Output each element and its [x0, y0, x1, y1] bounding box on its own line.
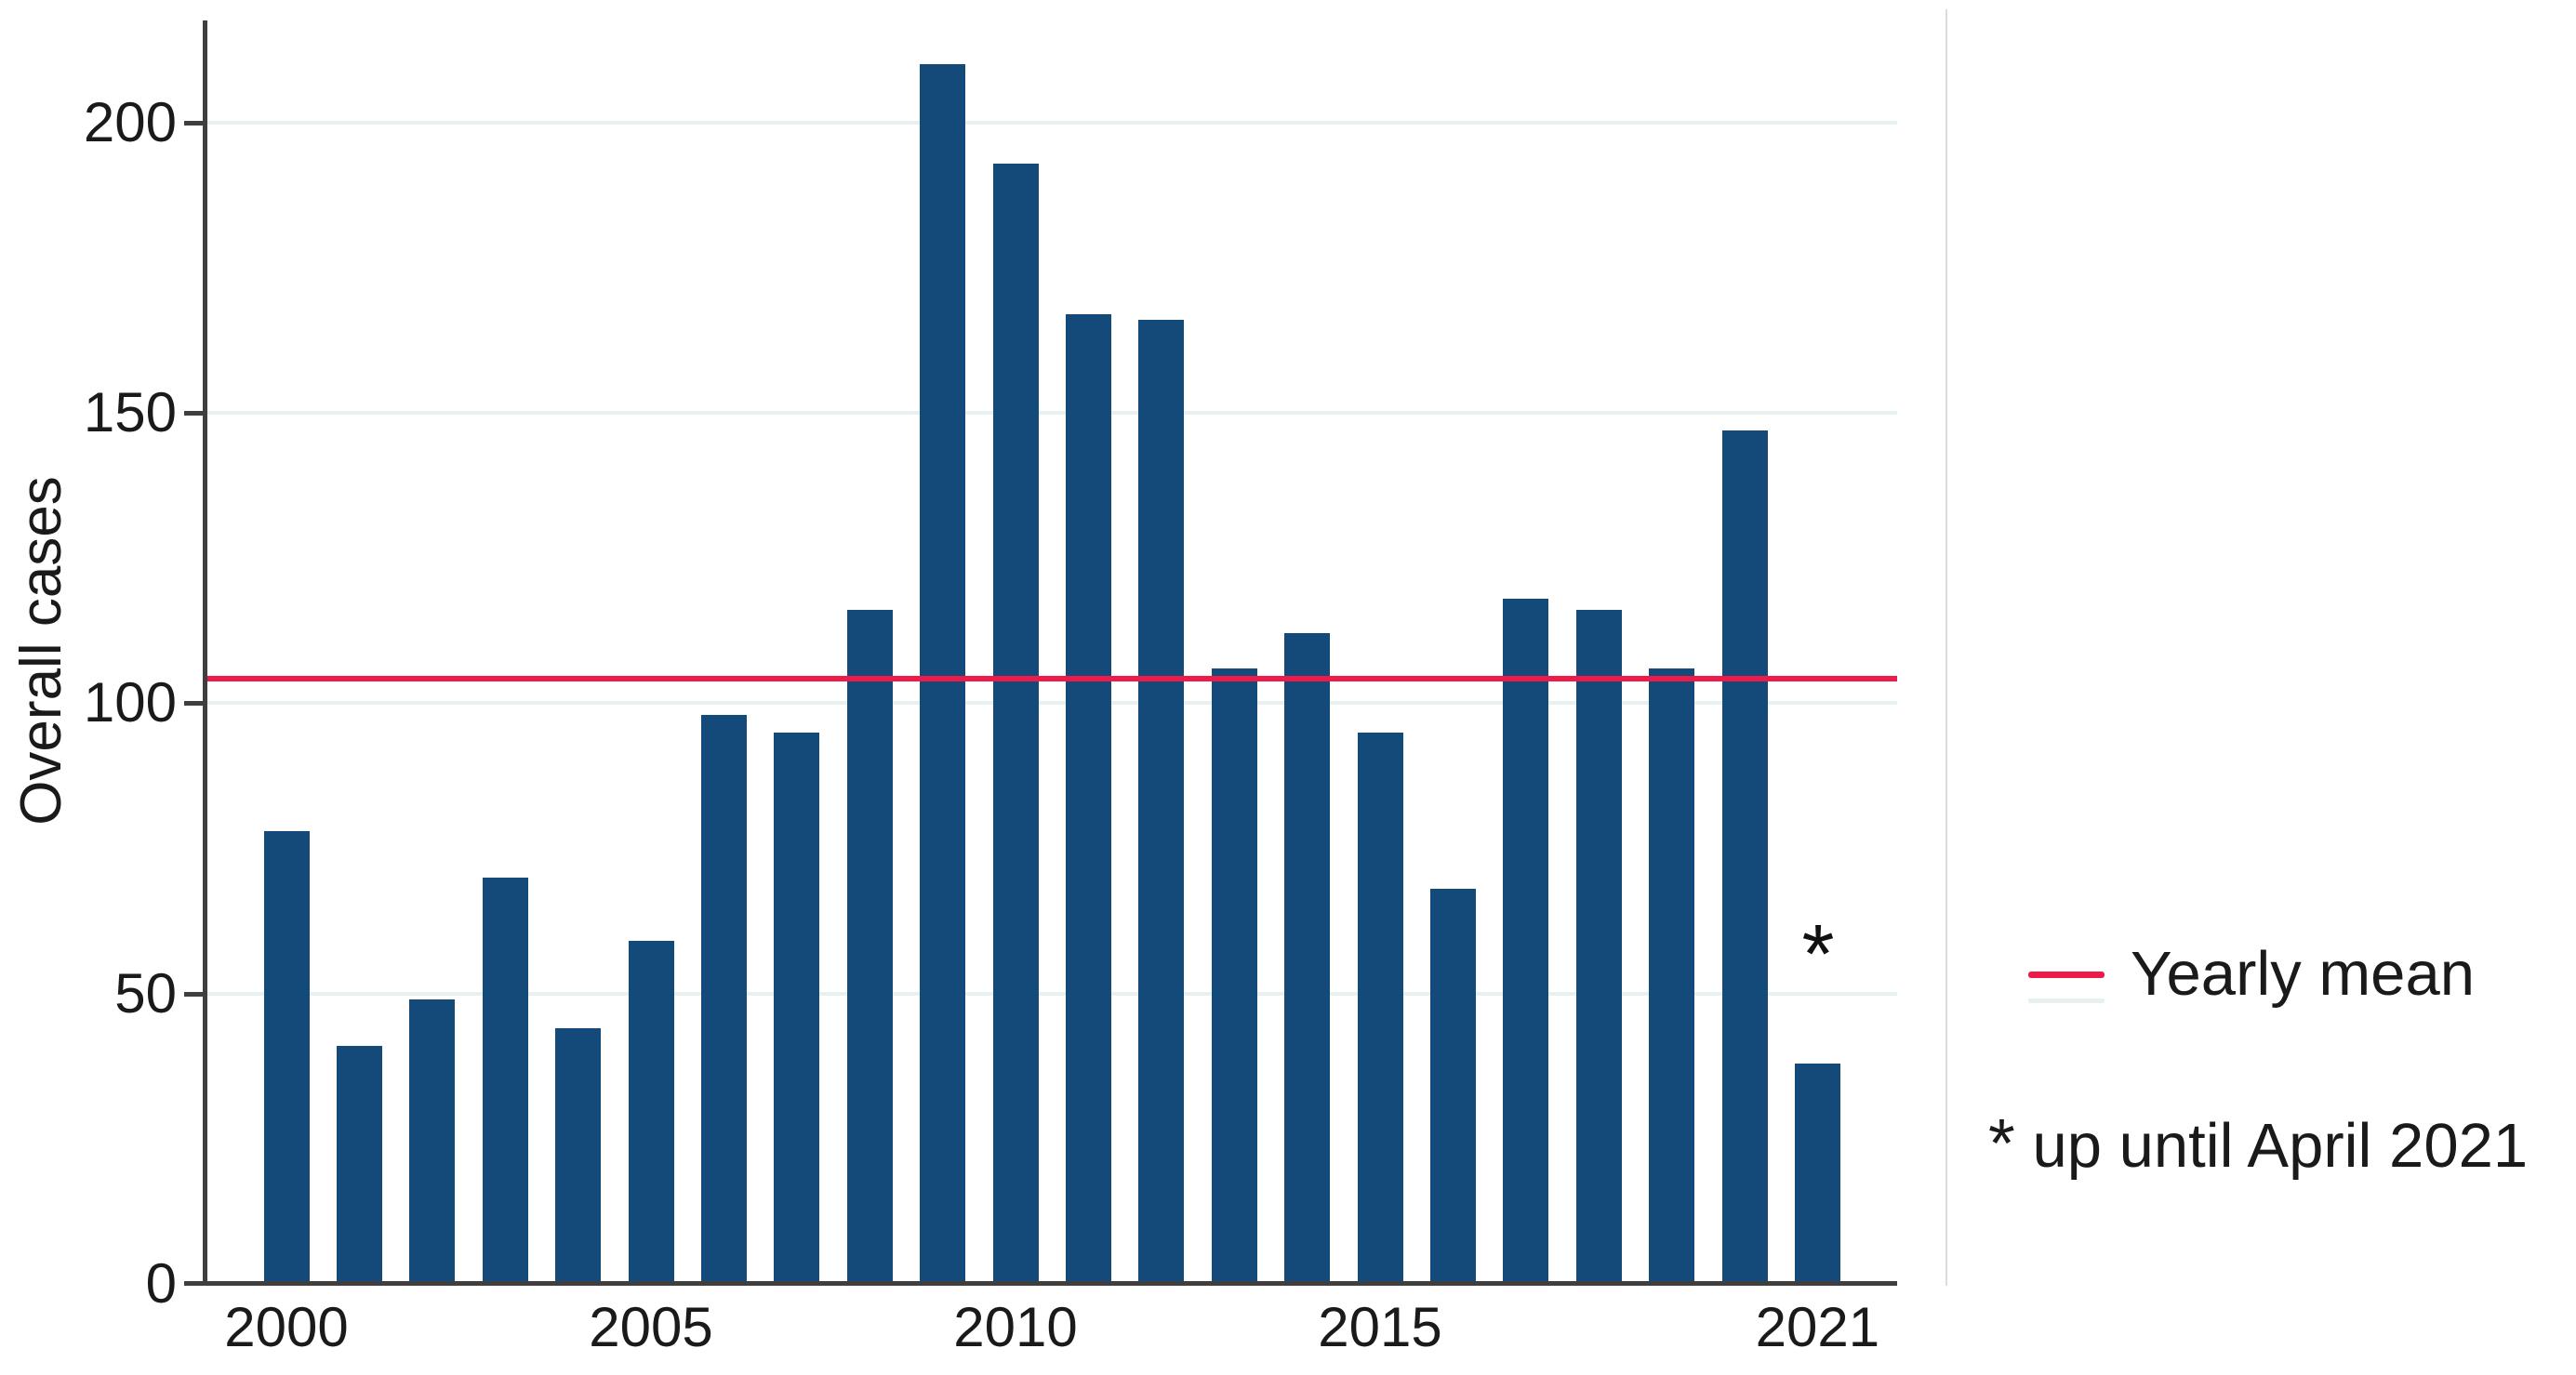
y-axis-title: Overall cases: [9, 476, 73, 826]
bar-2010: [992, 163, 1039, 1284]
gridline-50: [207, 991, 1897, 996]
bar-2020: [1721, 430, 1768, 1284]
footnote-text: up until April 2021: [2032, 1111, 2529, 1181]
bar-2008: [846, 610, 893, 1284]
bar-2017: [1503, 598, 1549, 1284]
gridline-200: [207, 120, 1897, 125]
x-tick-label-2000: 2000: [224, 1296, 349, 1358]
y-tick-label-200: 200: [83, 90, 177, 153]
y-tick-label-100: 100: [83, 671, 177, 734]
y-axis-line: [203, 20, 207, 1286]
bar-2014: [1284, 633, 1331, 1284]
bar-2002: [409, 998, 456, 1284]
bar-2015: [1357, 732, 1403, 1284]
y-tick-200: [184, 120, 206, 126]
asterisk-2021-marker: *: [1801, 908, 1835, 1001]
bar-2018: [1575, 610, 1622, 1284]
y-tick-100: [184, 701, 206, 707]
bar-2006: [700, 714, 747, 1284]
x-tick-label-2021: 2021: [1755, 1296, 1880, 1358]
footnote: * up until April 2021: [1988, 1108, 2528, 1182]
yearly-mean-line-swatch: [2028, 972, 2105, 978]
gridline-150: [207, 411, 1897, 416]
y-tick-label-150: 150: [83, 381, 177, 444]
y-tick-label-50: 50: [114, 961, 177, 1025]
x-tick-label-2005: 2005: [589, 1296, 713, 1358]
bar-2013: [1211, 668, 1257, 1284]
bar-2021: [1794, 1063, 1840, 1284]
bar-2004: [555, 1028, 602, 1284]
plot-right-frame-line: [1945, 9, 1947, 1286]
bar-2009: [920, 64, 966, 1284]
legend-swatch-shadow-line: [2028, 998, 2105, 1003]
bar-2007: [774, 732, 820, 1284]
y-tick-50: [184, 991, 206, 997]
x-axis-line: [184, 1281, 1897, 1286]
bar-2001: [336, 1045, 382, 1284]
y-tick-150: [184, 411, 206, 416]
bar-2012: [1138, 320, 1185, 1284]
gridline-100: [207, 701, 1897, 706]
bar-2011: [1065, 313, 1111, 1284]
bar-2000: [263, 830, 310, 1284]
x-tick-label-2015: 2015: [1318, 1296, 1442, 1358]
y-tick-label-0: 0: [145, 1252, 177, 1315]
bar-2016: [1429, 889, 1476, 1284]
x-tick-label-2010: 2010: [953, 1296, 1078, 1358]
bar-2019: [1649, 668, 1695, 1284]
yearly-mean-line: [207, 676, 1897, 682]
yearly-mean-label: Yearly mean: [2131, 939, 2475, 1009]
bar-2003: [482, 877, 528, 1284]
footnote-asterisk: *: [1988, 1104, 2015, 1182]
bar-2005: [628, 941, 674, 1284]
